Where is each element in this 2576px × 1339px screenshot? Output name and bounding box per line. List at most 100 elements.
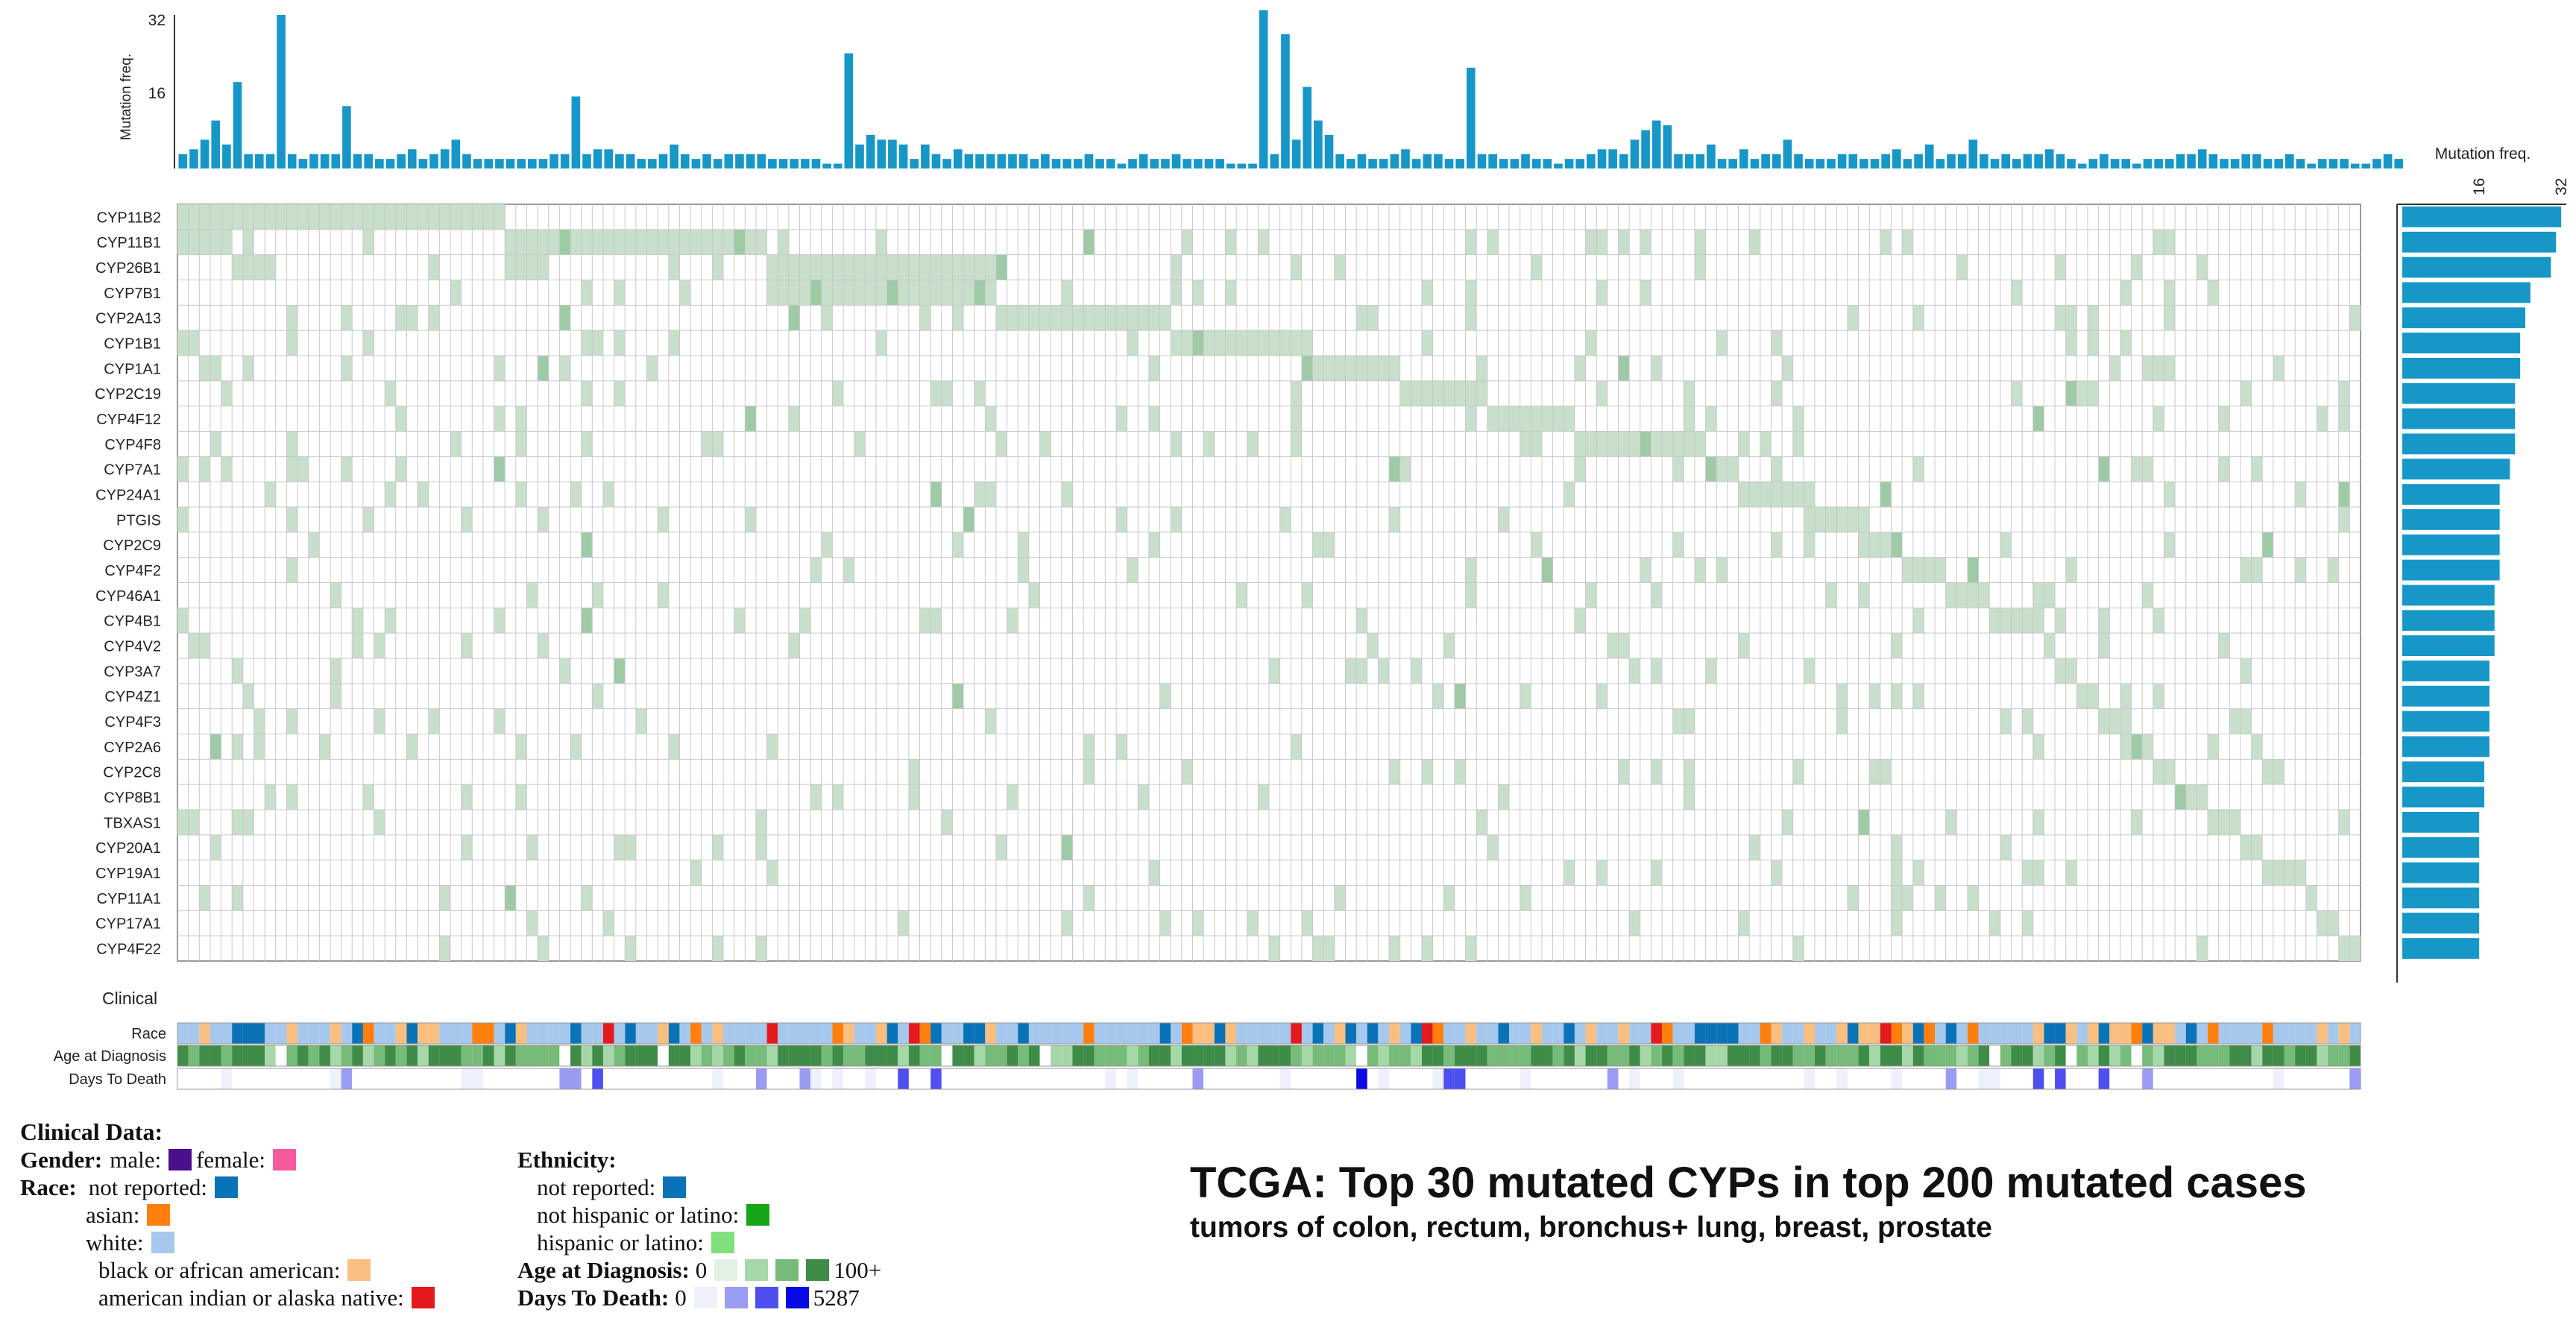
- mutation-cell: [2196, 784, 2208, 810]
- age-cell: [1563, 1045, 1575, 1066]
- age-cell: [745, 1045, 756, 1066]
- mutation-cell: [810, 784, 822, 810]
- top-bar: [746, 154, 755, 168]
- top-bar: [2383, 154, 2393, 168]
- mutation-cell: [1094, 305, 1106, 331]
- age-cell: [374, 1045, 385, 1066]
- mutation-cell: [1356, 658, 1367, 684]
- race-cell: [570, 1023, 582, 1044]
- mutation-cell: [1672, 708, 1684, 734]
- gene-label: CYP2A13: [95, 311, 161, 327]
- age-cell: [1705, 1045, 1717, 1066]
- mutation-cell: [199, 356, 210, 381]
- top-bar: [451, 139, 461, 169]
- mutation-cell: [2208, 810, 2219, 835]
- race-cell: [1760, 1023, 1772, 1044]
- age-cell: [865, 1045, 876, 1066]
- mutation-cell: [2208, 734, 2219, 760]
- top-bar: [1827, 159, 1836, 169]
- mutation-cell: [602, 482, 614, 507]
- mutation-cell: [2338, 406, 2350, 432]
- death-cell: [1694, 1068, 1706, 1089]
- mutation-cell: [1891, 633, 1903, 658]
- mutation-cell: [1389, 456, 1400, 482]
- race-cell: [1629, 1023, 1640, 1044]
- race-cell: [1083, 1023, 1095, 1044]
- age-cell: [494, 1045, 506, 1066]
- race-cell: [548, 1023, 560, 1044]
- age-cell: [1389, 1045, 1400, 1066]
- legend-gender-male: male:: [110, 1147, 162, 1173]
- mutation-cell: [1902, 229, 1913, 255]
- mutation-cell: [1585, 582, 1597, 608]
- mutation-cell: [210, 431, 221, 457]
- race-cell: [1181, 1023, 1193, 1044]
- age-cell: [1443, 1045, 1455, 1066]
- mutation-cell: [778, 229, 789, 255]
- mutation-cell: [778, 280, 789, 306]
- death-cell: [1945, 1068, 1957, 1089]
- race-cell: [974, 1023, 986, 1044]
- top-bar: [342, 106, 351, 168]
- mutation-cell: [177, 810, 189, 835]
- top-bar: [1619, 154, 1628, 168]
- race-cell: [2120, 1023, 2132, 1044]
- clinical-section-label: Clinical: [102, 989, 157, 1008]
- death-cell: [1662, 1068, 1673, 1089]
- mutation-cell: [821, 305, 833, 331]
- right-bar: [2402, 358, 2521, 379]
- top-bar: [1204, 159, 1214, 169]
- mutation-cell: [1367, 633, 1379, 658]
- top-bar: [2241, 154, 2251, 168]
- mutation-cell: [2131, 810, 2143, 835]
- mutation-cell: [581, 431, 593, 457]
- mutation-cell: [1771, 330, 1783, 356]
- mutation-cell: [232, 734, 243, 760]
- mutation-cell: [1072, 305, 1084, 331]
- death-cell: [930, 1068, 942, 1089]
- age-cell: [1574, 1045, 1586, 1066]
- mutation-cell: [559, 658, 571, 684]
- top-bar: [637, 159, 646, 169]
- mutation-cell: [1640, 557, 1651, 583]
- age-cell: [1105, 1045, 1117, 1066]
- top-bar: [1924, 144, 1934, 168]
- mutation-cell: [559, 305, 571, 331]
- mutation-cell: [428, 204, 440, 230]
- age-cell: [712, 1045, 723, 1066]
- mutation-cell: [253, 204, 265, 230]
- top-bar: [1423, 154, 1432, 168]
- top-bar: [385, 159, 395, 169]
- mutation-cell: [1258, 229, 1269, 255]
- race-cell: [1705, 1023, 1717, 1044]
- top-mutation-freq-bars: [178, 10, 2404, 169]
- mutation-cell: [515, 482, 527, 507]
- top-bar: [910, 159, 919, 169]
- mutation-cell: [526, 229, 538, 255]
- mutation-cell: [1804, 507, 1815, 532]
- age-cell: [1804, 1045, 1815, 1066]
- age-cell: [930, 1045, 942, 1066]
- race-cell: [2305, 1023, 2317, 1044]
- mutation-cell: [1858, 810, 1870, 835]
- mutation-cell: [505, 254, 516, 280]
- mutation-cell: [1792, 936, 1804, 961]
- age-cell: [1039, 1045, 1051, 1066]
- age-cell: [418, 1045, 429, 1066]
- death-cell: [2076, 1068, 2088, 1089]
- mutation-cell: [875, 280, 887, 306]
- mutation-cell: [1181, 759, 1193, 785]
- race-cell: [668, 1023, 680, 1044]
- mutation-cell: [1291, 406, 1302, 432]
- mutation-cell: [930, 482, 942, 507]
- gene-label: CYP4B1: [104, 614, 161, 630]
- mutation-cell: [177, 608, 189, 634]
- death-cell: [1312, 1068, 1324, 1089]
- mutation-cell: [1902, 557, 1913, 583]
- age-cell: [952, 1045, 964, 1066]
- mutation-cell: [1891, 860, 1903, 886]
- mutation-cell: [210, 204, 221, 230]
- chart-title-block: TCGA: Top 30 mutated CYPs in top 200 mut…: [1190, 1157, 2307, 1247]
- mutation-cell: [985, 406, 996, 432]
- mutation-cell: [810, 557, 822, 583]
